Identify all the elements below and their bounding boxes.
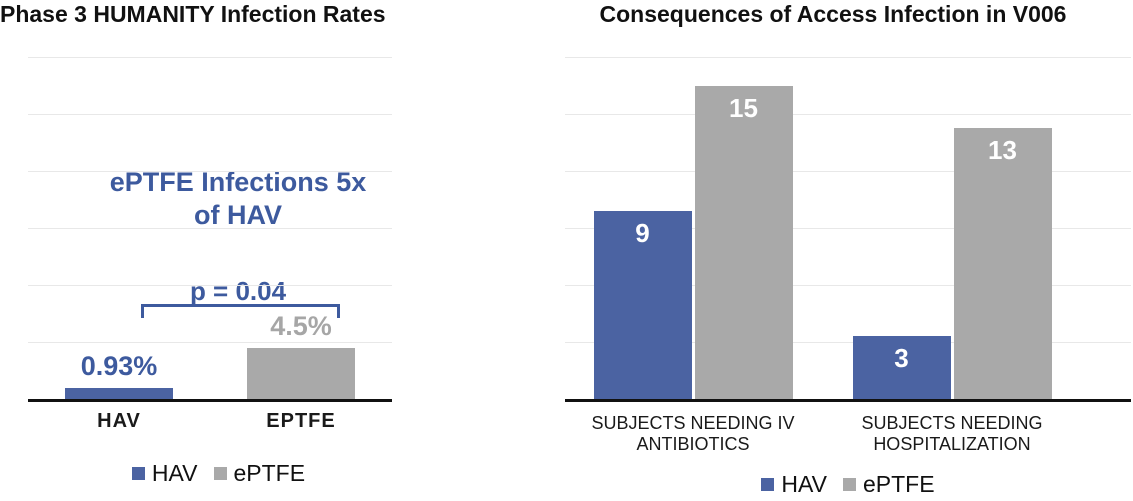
annotation-line-2: of HAV — [194, 200, 282, 230]
chart-title: Phase 3 HUMANITY Infection Rates — [0, 1, 386, 27]
bar-value-label: 4.5% — [270, 310, 332, 341]
legend-item-hav: HAV — [131, 460, 198, 487]
gridline — [28, 228, 392, 229]
gridline — [565, 114, 1131, 115]
consequences-plot-area: 9 15 SUBJECTS NEEDING IV ANTIBIOTICS 3 13 SUB… — [565, 57, 1131, 454]
chart-infection-rates: Phase 3 HUMANITY Infection Rates ePTFE I… — [0, 0, 437, 501]
chart-annotation: ePTFE Infections 5x of HAV — [58, 166, 418, 232]
category-label: EPTFE — [266, 410, 336, 432]
legend-swatch-eptfe — [843, 478, 856, 491]
bar-value-label: 13 — [988, 134, 1017, 165]
legend-item-eptfe: ePTFE — [213, 460, 306, 487]
p-value-label: p = 0.04 — [189, 276, 287, 306]
gridline — [565, 342, 1131, 343]
gridline — [565, 57, 1131, 58]
bar-hav-1: 9 — [593, 211, 692, 399]
category-label: HAV — [97, 410, 141, 432]
legend-label-eptfe: ePTFE — [863, 471, 935, 497]
legend-label-hav: HAV — [781, 471, 827, 497]
legend-item-hav: HAV — [761, 471, 827, 498]
bar-hav-2: 3 — [852, 336, 951, 399]
infection-rates-plot-area: ePTFE Infections 5x of HAV p = 0.04 0.93… — [28, 57, 392, 432]
category-label: SUBJECTS NEEDING IV ANTIBIOTICS — [591, 413, 795, 454]
gridline — [565, 171, 1131, 172]
bar-value-label: 0.93% — [80, 351, 158, 382]
bar-value-label: 9 — [635, 218, 650, 249]
bar-eptfe-2: 13 — [953, 127, 1052, 399]
gridline — [565, 285, 1131, 286]
gridline — [565, 228, 1131, 229]
gridline — [28, 171, 392, 172]
gridline — [28, 114, 392, 115]
legend-label-eptfe: ePTFE — [233, 460, 306, 486]
legend-swatch-hav — [131, 467, 145, 480]
chart-consequences: Consequences of Access Infection in V006… — [563, 0, 1133, 501]
legend-swatch-eptfe — [213, 467, 227, 480]
bar-eptfe — [247, 347, 355, 399]
chart-title: Consequences of Access Infection in V006 — [599, 1, 1067, 27]
legend-label-hav: HAV — [151, 460, 198, 486]
legend-swatch-hav — [761, 478, 775, 491]
legend-item-eptfe: ePTFE — [843, 471, 935, 498]
gridline — [28, 342, 392, 343]
significance-bracket — [141, 304, 340, 318]
annotation-line-1: ePTFE Infections 5x — [109, 167, 367, 197]
bar-hav — [65, 388, 173, 399]
gridline — [28, 57, 392, 58]
legend: HAV ePTFE — [563, 471, 1133, 498]
bar-value-label: 15 — [729, 93, 758, 124]
bar-value-label: 3 — [894, 343, 909, 374]
category-label: SUBJECTS NEEDING HOSPITALIZATION — [861, 413, 1043, 454]
gridline — [28, 285, 392, 286]
legend: HAV ePTFE — [0, 460, 437, 487]
bar-eptfe-1: 15 — [694, 86, 793, 399]
